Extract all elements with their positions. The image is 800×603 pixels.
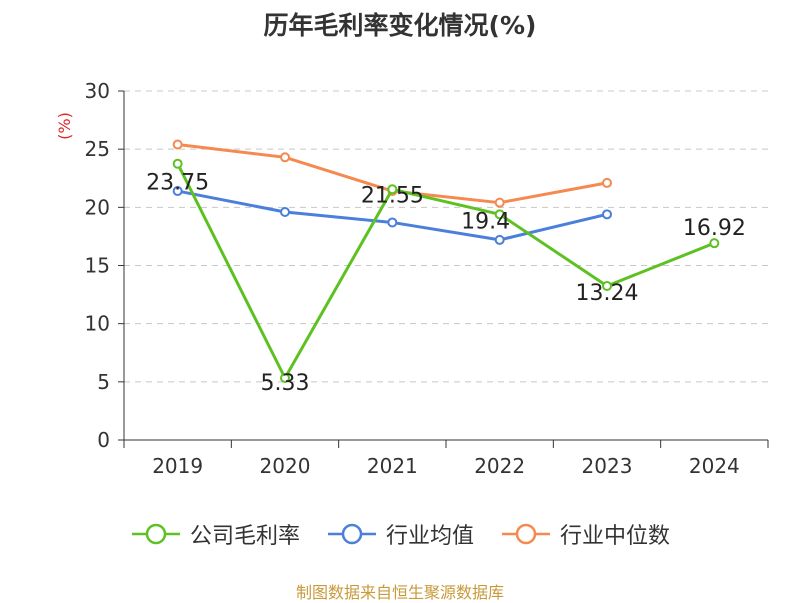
data-point (602, 280, 612, 291)
chart-legend: 公司毛利率 行业均值 行业中位数 (0, 518, 800, 550)
legend-line-marker-icon (327, 523, 376, 545)
data-label: 19.4 (461, 209, 510, 234)
data-label: 23.75 (146, 171, 209, 196)
data-label: 5.33 (261, 371, 310, 396)
x-tick-label: 2024 (689, 454, 740, 478)
data-point (280, 152, 290, 163)
x-tick-label: 2021 (367, 454, 418, 478)
y-tick-label: 5 (97, 370, 110, 394)
x-tick-label: 2019 (152, 454, 203, 478)
data-label: 21.55 (361, 183, 424, 208)
data-label: 13.24 (576, 281, 639, 306)
legend-item[interactable]: 行业中位数 (500, 518, 670, 550)
y-axis-unit-label: (%) (55, 112, 74, 140)
x-tick-label: 2022 (474, 454, 525, 478)
data-point (602, 209, 612, 220)
y-tick-label: 20 (85, 195, 110, 219)
series-line (176, 163, 715, 380)
y-tick-label: 25 (85, 137, 110, 161)
data-label: 16.92 (683, 216, 746, 241)
data-point (280, 372, 290, 383)
y-tick-label: 15 (85, 254, 110, 278)
x-tick-label: 2023 (582, 454, 633, 478)
legend-label: 行业中位数 (560, 524, 671, 549)
data-point (602, 177, 612, 188)
y-tick-label: 0 (97, 428, 110, 452)
data-point (709, 238, 720, 249)
legend-item[interactable]: 公司毛利率 (130, 518, 300, 550)
x-tick-label: 2020 (260, 454, 311, 478)
legend-label: 公司毛利率 (189, 524, 300, 549)
legend-label: 行业均值 (385, 524, 474, 549)
data-point (494, 209, 505, 220)
y-tick-label: 10 (85, 312, 110, 336)
legend-item[interactable]: 行业均值 (326, 518, 474, 550)
data-point (387, 217, 398, 228)
data-point (172, 139, 183, 150)
data-point (172, 158, 183, 169)
legend-line-marker-icon (131, 523, 180, 545)
chart-title: 历年毛利率变化情况(%) (263, 11, 537, 40)
legend-line-marker-icon (502, 523, 550, 545)
data-point (172, 186, 183, 197)
data-point (494, 197, 505, 208)
data-point (494, 234, 505, 245)
source-note: 制图数据来自恒生聚源数据库 (295, 583, 504, 602)
data-point (280, 206, 290, 217)
y-tick-label: 30 (85, 79, 110, 103)
data-point (387, 184, 398, 195)
